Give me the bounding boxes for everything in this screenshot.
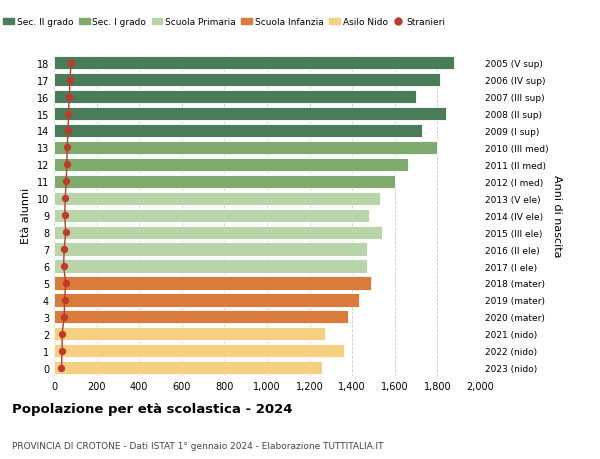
- Bar: [54, 74, 440, 87]
- Y-axis label: Età alunni: Età alunni: [21, 188, 31, 244]
- Bar: [54, 175, 395, 189]
- Point: [65, 77, 75, 84]
- Point: [66, 60, 76, 67]
- Bar: [54, 158, 407, 172]
- Point: [60, 297, 70, 304]
- Point: [61, 195, 70, 202]
- Bar: [54, 243, 367, 256]
- Bar: [54, 344, 344, 358]
- Bar: [54, 226, 382, 239]
- Point: [59, 263, 68, 270]
- Bar: [54, 361, 322, 375]
- Bar: [54, 57, 454, 70]
- Point: [61, 280, 71, 287]
- Bar: [54, 260, 367, 273]
- Point: [65, 94, 74, 101]
- Point: [59, 246, 69, 253]
- Bar: [54, 328, 325, 341]
- Bar: [54, 192, 380, 206]
- Point: [59, 313, 69, 321]
- Bar: [54, 294, 359, 307]
- Bar: [54, 209, 369, 222]
- Point: [60, 212, 70, 219]
- Point: [56, 364, 66, 372]
- Bar: [54, 277, 371, 290]
- Point: [62, 161, 71, 168]
- Point: [61, 178, 71, 185]
- Bar: [54, 91, 416, 104]
- Bar: [54, 124, 422, 138]
- Point: [63, 128, 73, 135]
- Bar: [54, 311, 348, 324]
- Point: [61, 229, 71, 236]
- Bar: [54, 141, 437, 155]
- Point: [57, 347, 67, 355]
- Point: [62, 145, 72, 152]
- Text: Popolazione per età scolastica - 2024: Popolazione per età scolastica - 2024: [12, 403, 293, 415]
- Y-axis label: Anni di nascita: Anni di nascita: [553, 174, 562, 257]
- Point: [57, 330, 67, 338]
- Bar: [54, 108, 446, 121]
- Legend: Sec. II grado, Sec. I grado, Scuola Primaria, Scuola Infanzia, Asilo Nido, Stran: Sec. II grado, Sec. I grado, Scuola Prim…: [3, 18, 446, 27]
- Point: [64, 111, 73, 118]
- Text: PROVINCIA DI CROTONE - Dati ISTAT 1° gennaio 2024 - Elaborazione TUTTITALIA.IT: PROVINCIA DI CROTONE - Dati ISTAT 1° gen…: [12, 441, 383, 450]
